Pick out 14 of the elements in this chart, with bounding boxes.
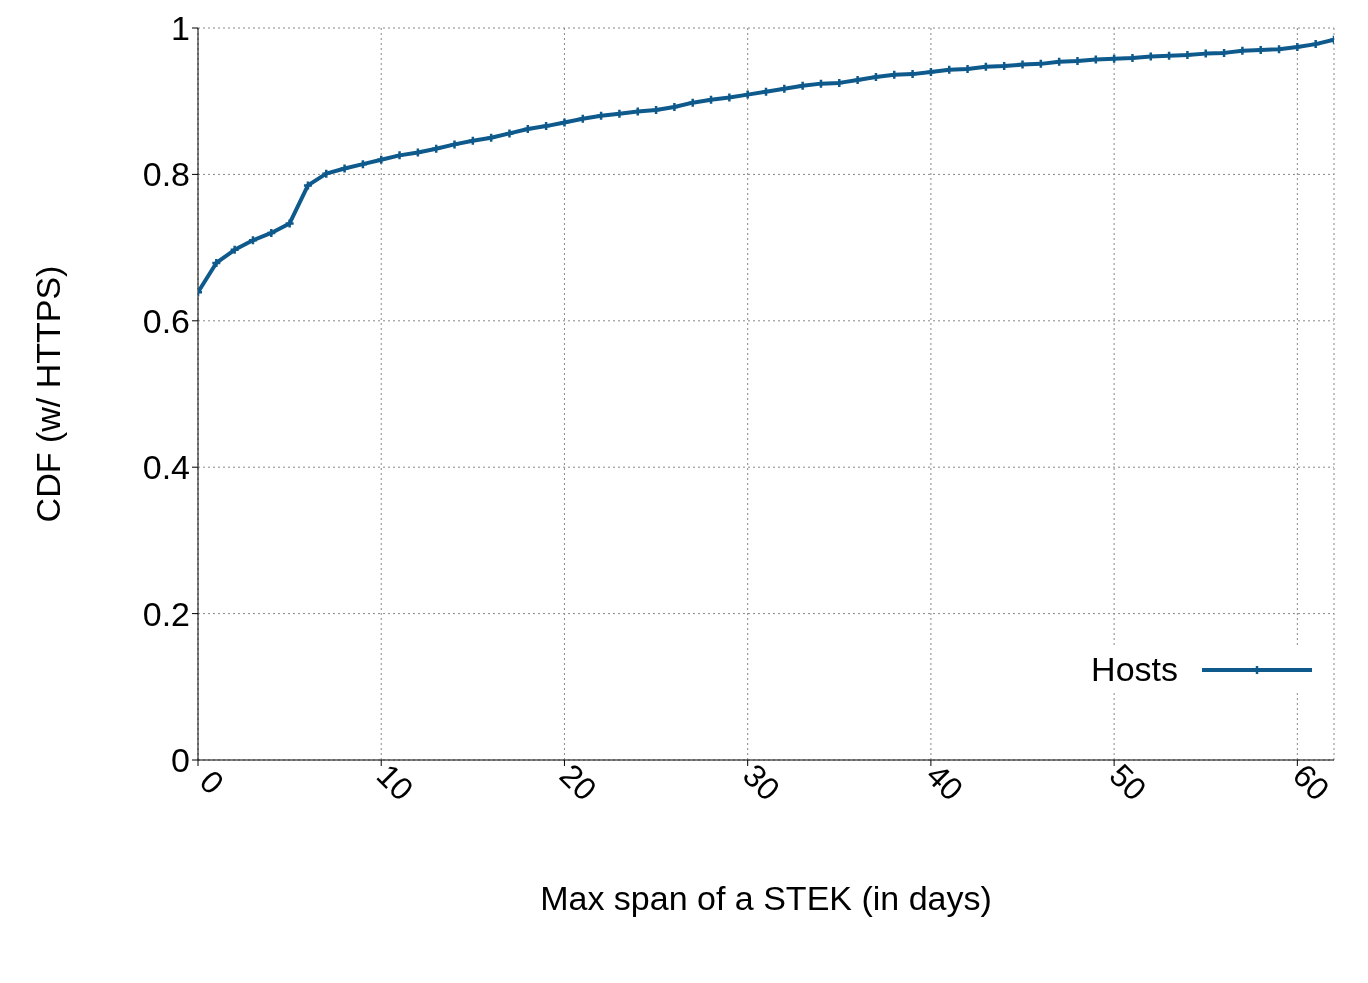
x-tick-label: 10 xyxy=(369,756,421,808)
x-tick-label: 60 xyxy=(1285,756,1337,808)
x-tick-label: 30 xyxy=(736,756,787,808)
y-tick-label: 1 xyxy=(171,9,190,48)
y-tick-label: 0.6 xyxy=(142,301,190,340)
x-tick-label: 20 xyxy=(552,756,604,808)
y-tick-label: 0.4 xyxy=(142,448,190,487)
x-axis-title: Max span of a STEK (in days) xyxy=(540,879,992,917)
y-tick-label: 0.2 xyxy=(142,594,190,633)
legend-label: Hosts xyxy=(1091,650,1178,689)
x-tick-label: 40 xyxy=(919,756,970,808)
y-tick-label: 0.8 xyxy=(142,155,190,194)
y-axis-title: CDF (w/ HTTPS) xyxy=(29,265,68,523)
x-tick-label: 50 xyxy=(1102,756,1154,808)
